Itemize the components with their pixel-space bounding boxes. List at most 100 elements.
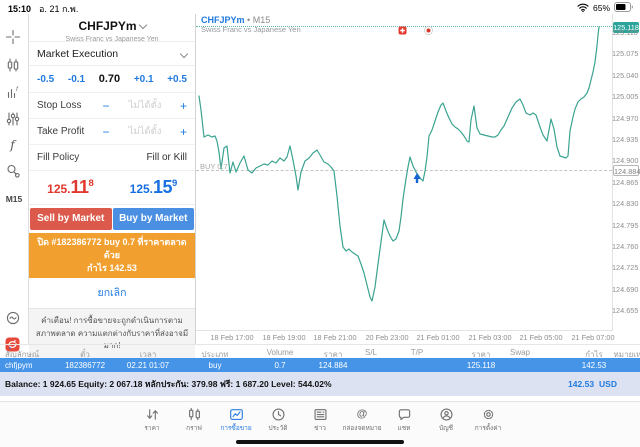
trade-status-icon[interactable] [4, 309, 21, 326]
table-cell: 124.884 [318, 361, 348, 370]
buy-entry-marker [413, 170, 421, 188]
battery-icon [614, 2, 634, 14]
table-header-cell: S/L [364, 348, 378, 357]
nav-chat[interactable]: แชท [388, 407, 421, 447]
price-tick: 124.830 [612, 199, 639, 208]
fill-policy-select[interactable]: Fill Policy Fill or Kill [29, 145, 195, 171]
position-price-line [196, 170, 612, 171]
volume-value[interactable]: 0.70 [98, 73, 121, 85]
chart-symbol-subtitle: Swiss Franc vs Japanese Yen [201, 25, 301, 34]
price-tick: 124.865 [612, 178, 639, 187]
table-cell: 142.53 [581, 361, 607, 370]
stop-loss-minus-button[interactable]: − [102, 98, 110, 113]
price-line-series [198, 26, 600, 302]
chf-flag-icon [398, 22, 407, 40]
chart-symbol-title: CHFJPYm • M15 [201, 15, 271, 25]
timeframe-button[interactable]: M15 [5, 194, 23, 204]
price-tick: 124.935 [612, 135, 639, 144]
table-header-cell: ราคา [471, 350, 491, 359]
chart-plot[interactable]: BUY 0.7 CHFJPYm • M15 Swiss Franc vs Jap… [196, 14, 613, 331]
time-tick: 20 Feb 23:00 [365, 333, 409, 342]
stop-loss-row: Stop Loss − ไม่ได้ตั้ง + [29, 93, 195, 119]
chart-area: BUY 0.7 CHFJPYm • M15 Swiss Franc vs Jap… [196, 14, 640, 344]
stop-loss-plus-button[interactable]: + [179, 98, 187, 113]
table-cell: 182386772 [64, 361, 106, 370]
chart-icon [187, 407, 202, 422]
table-cell: buy [208, 361, 222, 370]
volume-dec-big-button[interactable]: -0.5 [37, 73, 55, 85]
stop-loss-value[interactable]: ไม่ได้ตั้ง [128, 100, 162, 111]
nav-news[interactable]: ข่าว [304, 407, 337, 447]
time-tick: 18 Feb 19:00 [262, 333, 306, 342]
objects-icon[interactable] [4, 162, 21, 179]
price-tick: 125.110 [612, 28, 638, 37]
table-header-cell: Swap [509, 348, 531, 357]
nav-history[interactable]: ประวัติ [262, 407, 295, 447]
current-price-tag: 125.118 [613, 22, 639, 33]
price-tick: 124.690 [612, 285, 639, 294]
bid-ask-prices: 125.118 125.159 [29, 171, 195, 205]
user-circle-icon [439, 407, 454, 422]
price-tick: 125.040 [612, 71, 639, 80]
function-icon[interactable]: f [10, 137, 15, 152]
chart-toolbar: f f M15 [0, 14, 28, 352]
price-tick: 124.655 [612, 306, 639, 315]
table-header-cell: สัญลักษณ์ [5, 350, 40, 359]
buy-button[interactable]: Buy by Market [112, 208, 194, 230]
crosshair-icon[interactable] [4, 28, 21, 45]
table-cell: chfjpym [5, 361, 33, 370]
volume-inc-big-button[interactable]: +0.5 [167, 73, 187, 85]
bottom-navigation: ราคา กราฟ การซื้อขาย ประวัติ ข่าว @ กล่อ… [0, 401, 640, 447]
indicators-icon[interactable]: f [4, 83, 21, 100]
clock-time: 15:10 [8, 4, 32, 14]
nav-quotes[interactable]: ราคา [136, 407, 169, 447]
time-tick: 21 Feb 01:00 [416, 333, 460, 342]
sliders-icon[interactable] [4, 110, 21, 127]
volume-inc-small-button[interactable]: +0.1 [133, 73, 154, 85]
table-header-cell: ตั๋ว [80, 350, 90, 359]
execution-mode-select[interactable]: Market Execution [29, 41, 195, 66]
nav-settings[interactable]: การตั้งค่า [472, 407, 505, 447]
time-tick: 21 Feb 05:00 [519, 333, 563, 342]
clock-icon [271, 407, 286, 422]
at-sign-icon: @ [356, 408, 368, 420]
sell-button[interactable]: Sell by Market [30, 208, 112, 230]
chat-bubble-icon [397, 407, 412, 422]
table-header-cell: หมายเหตุ [613, 350, 640, 359]
svg-text:f: f [16, 86, 19, 93]
table-header-cell: ราคา [323, 350, 343, 359]
wifi-icon [577, 3, 589, 14]
cancel-link[interactable]: ยกเลิก [97, 287, 127, 300]
take-profit-value[interactable]: ไม่ได้ตั้ง [128, 126, 162, 137]
symbol-selector[interactable]: CHFJPYm Swiss Franc vs Japanese Yen [29, 14, 195, 43]
symbol-name: CHFJPYm [78, 19, 137, 33]
price-tick: 124.795 [612, 221, 639, 230]
account-summary-text: Balance: 1 924.65 Equity: 2 067.18 หลักป… [5, 379, 332, 389]
jpy-flag-icon [424, 22, 433, 40]
time-tick: 21 Feb 03:00 [468, 333, 512, 342]
take-profit-minus-button[interactable]: − [102, 124, 110, 139]
nav-accounts[interactable]: บัญชี [430, 407, 463, 447]
order-panel: CHFJPYm Swiss Franc vs Japanese Yen Mark… [28, 14, 196, 389]
trade-icon [229, 407, 244, 422]
nav-trade[interactable]: การซื้อขาย [220, 407, 253, 447]
time-tick: 18 Feb 21:00 [313, 333, 357, 342]
candlestick-chart-icon[interactable] [4, 56, 21, 73]
table-cell: 0.7 [274, 361, 286, 370]
price-tick: 124.900 [612, 156, 639, 165]
nav-mailbox[interactable]: @ กล่องจดหมาย [342, 408, 382, 432]
table-header-cell: ประเภท [201, 350, 229, 359]
open-position-row[interactable]: chfjpym 182386772 02.21 01:07 buy 0.7 124.884… [0, 358, 640, 372]
take-profit-row: Take Profit − ไม่ได้ตั้ง + [29, 119, 195, 145]
home-indicator[interactable] [236, 440, 404, 444]
close-position-notice: ปิด #182386772 buy 0.7 ที่ราคาตลาดด้วย ก… [29, 233, 195, 279]
table-header-cell: T/P [410, 348, 424, 357]
take-profit-label: Take Profit [37, 126, 85, 137]
account-summary-bar: Balance: 1 924.65 Equity: 2 067.18 หลักป… [0, 372, 640, 396]
bid-price: 125.118 [47, 177, 94, 197]
volume-dec-small-button[interactable]: -0.1 [67, 73, 86, 85]
execution-mode-value: Market Execution [37, 47, 119, 60]
nav-chart[interactable]: กราฟ [178, 407, 211, 447]
take-profit-plus-button[interactable]: + [179, 124, 187, 139]
table-header-cell: Volume [266, 348, 294, 357]
